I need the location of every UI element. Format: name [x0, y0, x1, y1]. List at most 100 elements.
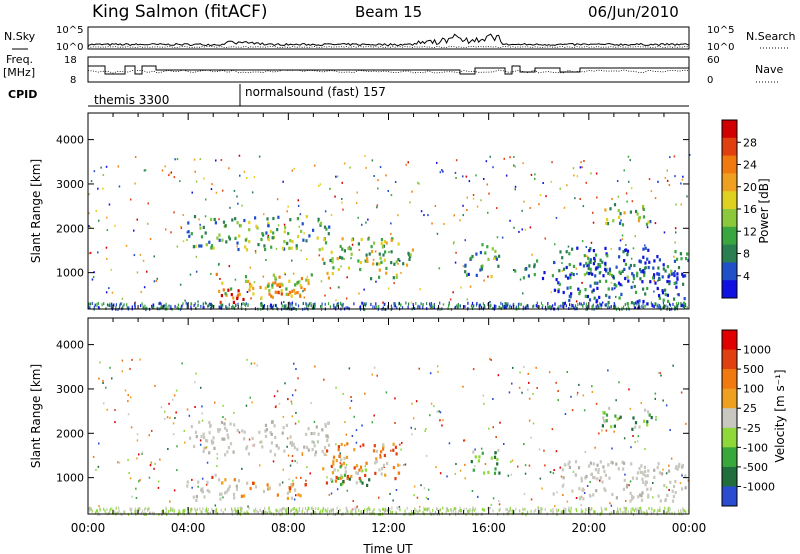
- echo-cell: [568, 263, 571, 267]
- echo-cell: [221, 437, 224, 441]
- ground-scatter-cell: [96, 509, 98, 513]
- ground-scatter-cell: [620, 509, 622, 513]
- ground-scatter-cell: [633, 509, 635, 513]
- echo-cell: [641, 470, 644, 475]
- echo-speckle: [390, 222, 392, 225]
- echo-cell: [606, 218, 609, 222]
- ground-scatter-cell: [283, 507, 285, 511]
- echo-cell: [592, 493, 595, 497]
- echo-speckle: [410, 301, 413, 304]
- ground-scatter-cell: [306, 511, 308, 515]
- echo-cell: [658, 471, 661, 475]
- ground-scatter-cell: [263, 305, 265, 309]
- echo-speckle: [590, 172, 592, 175]
- echo-cell: [524, 267, 527, 271]
- ground-scatter-cell: [164, 511, 166, 515]
- echo-cell: [644, 261, 647, 265]
- ground-scatter-cell: [362, 301, 364, 305]
- echo-cell: [557, 281, 560, 285]
- echo-cell: [337, 267, 340, 272]
- echo-speckle: [394, 181, 397, 183]
- echo-speckle: [302, 290, 304, 293]
- echo-cell: [235, 487, 239, 491]
- echo-speckle: [129, 477, 132, 480]
- ground-scatter-cell: [174, 304, 176, 308]
- ground-scatter-cell: [376, 305, 378, 309]
- echo-speckle: [572, 167, 575, 170]
- echo-speckle: [489, 357, 491, 360]
- ground-scatter-cell: [610, 511, 613, 515]
- echo-speckle: [414, 427, 416, 430]
- echo-cell: [340, 482, 343, 487]
- freq-panel-frame: [87, 56, 690, 83]
- echo-cell: [606, 222, 610, 226]
- echo-speckle: [105, 291, 108, 294]
- ground-scatter-cell: [281, 510, 283, 514]
- echo-speckle: [318, 184, 320, 187]
- echo-speckle: [130, 198, 132, 201]
- echo-speckle: [139, 479, 141, 482]
- ground-scatter-cell: [453, 509, 455, 513]
- ground-scatter-cell: [386, 509, 389, 513]
- echo-cell: [280, 282, 283, 286]
- echo-speckle: [210, 188, 213, 191]
- echo-cell: [260, 237, 263, 242]
- echo-speckle: [172, 433, 175, 436]
- ground-scatter-cell: [674, 511, 676, 515]
- echo-speckle: [544, 237, 546, 240]
- echo-cell: [359, 465, 363, 469]
- echo-cell: [677, 266, 681, 270]
- echo-cell: [645, 480, 648, 484]
- echo-speckle: [528, 419, 531, 422]
- echo-speckle: [377, 187, 379, 190]
- echo-speckle: [348, 367, 351, 370]
- ground-scatter-cell: [565, 510, 567, 513]
- echo-speckle: [164, 410, 166, 413]
- echo-speckle: [441, 169, 443, 171]
- ground-scatter-cell: [574, 304, 577, 308]
- echo-speckle: [442, 170, 444, 173]
- ground-scatter-cell: [308, 304, 310, 308]
- colorbar-swatch: [722, 226, 737, 246]
- echo-cell: [341, 256, 344, 260]
- colorbar-swatch: [722, 466, 737, 487]
- echo-speckle: [203, 177, 205, 180]
- echo-cell: [208, 421, 211, 425]
- echo-speckle: [99, 361, 101, 364]
- echo-cell: [261, 445, 264, 449]
- echo-speckle: [136, 439, 139, 442]
- echo-speckle: [146, 270, 148, 273]
- echo-speckle: [153, 467, 155, 470]
- ground-scatter-cell: [394, 304, 397, 308]
- ground-scatter-cell: [458, 509, 460, 513]
- echo-speckle: [350, 399, 353, 402]
- echo-cell: [644, 266, 647, 270]
- echo-cell: [264, 429, 267, 433]
- ground-scatter-cell: [200, 510, 202, 514]
- ground-scatter-cell: [505, 305, 508, 309]
- echo-speckle: [580, 495, 583, 498]
- ground-scatter-cell: [432, 508, 434, 512]
- ground-scatter-cell: [213, 304, 215, 308]
- ground-scatter-cell: [304, 507, 307, 510]
- echo-speckle: [205, 302, 207, 305]
- colorbar-tick-label: -1000: [743, 480, 775, 493]
- ground-scatter-cell: [459, 304, 461, 308]
- echo-speckle: [292, 272, 295, 275]
- ground-scatter-cell: [659, 304, 661, 307]
- echo-speckle: [133, 254, 136, 257]
- echo-cell: [622, 487, 625, 491]
- echo-speckle: [127, 413, 130, 416]
- echo-cell: [232, 492, 236, 496]
- ground-scatter-cell: [398, 507, 400, 511]
- echo-cell: [188, 234, 191, 238]
- echo-cell: [332, 455, 336, 459]
- echo-cell: [336, 257, 339, 261]
- ground-scatter-cell: [493, 304, 495, 308]
- ground-scatter-cell: [642, 511, 644, 515]
- ground-scatter-cell: [667, 507, 669, 511]
- echo-cell: [533, 273, 536, 277]
- echo-speckle: [630, 257, 633, 260]
- ground-scatter-cell: [312, 508, 314, 512]
- echo-speckle: [583, 409, 586, 412]
